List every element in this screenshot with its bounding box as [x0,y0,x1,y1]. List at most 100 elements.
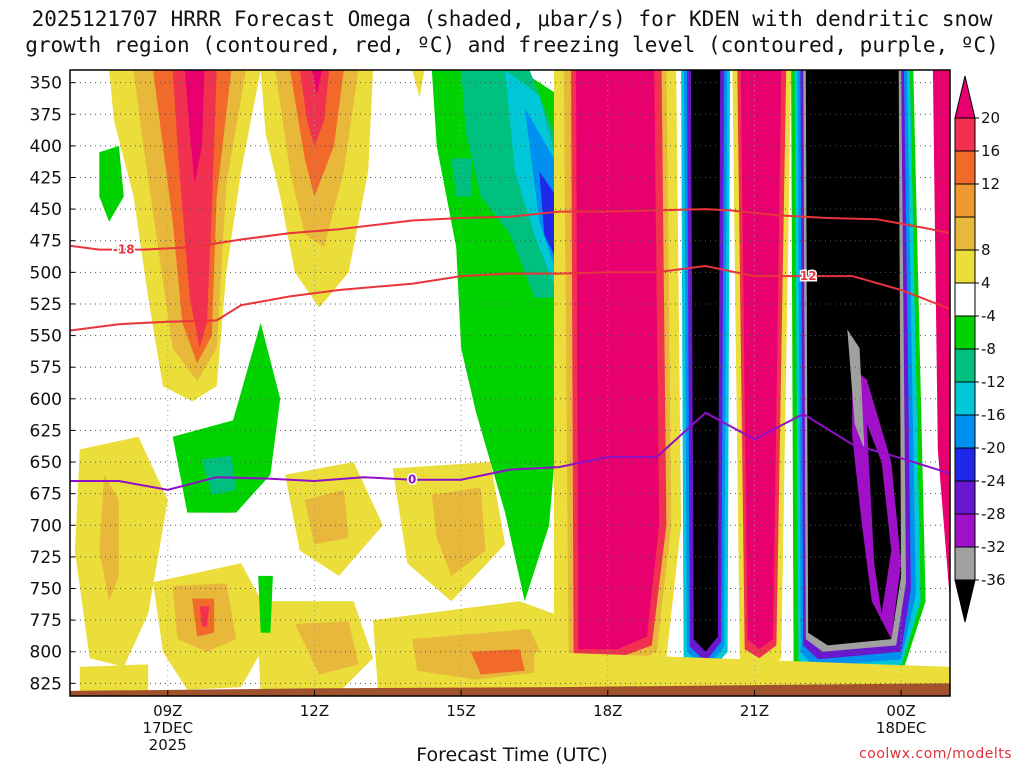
omega-region [263,424,273,462]
colorbar-segment [954,216,976,251]
contour-lines: -18 12 0 [70,208,950,491]
terrain-surface [70,683,950,696]
grid-lines [70,70,950,696]
terrain-fill [70,683,950,696]
colorbar-segment [954,249,976,284]
colorbar: 20 16 12 8 4 -4 -8 -12 -16 -20 -24 -28 -32 -36 [954,75,1006,623]
omega-region [847,329,865,450]
omega-region [299,70,330,146]
credit-link[interactable]: coolwx.com/modelts [859,746,1012,762]
y-tick-label: 475 [30,232,62,252]
x-tick-date: 18DEC [876,719,927,737]
colorbar-segment [954,513,976,548]
y-tick-label: 575 [30,358,62,378]
colorbar-label: -12 [981,373,1006,391]
y-tick-label: 525 [30,295,62,315]
y-tick-label: 450 [30,200,62,220]
y-tick-label: 350 [30,74,62,94]
x-axis-title: Forecast Time (UTC) [416,744,608,766]
y-tick-label: 825 [30,674,62,694]
contour-label-12: 12 [800,269,817,283]
y-tick-label: 425 [30,168,62,188]
colorbar-segment [954,315,976,350]
x-tick-year: 2025 [149,736,187,754]
colorbar-label: 16 [981,142,1000,160]
omega-region [184,70,205,184]
y-tick-label: 550 [30,327,62,347]
chart-title: 2025121707 HRRR Forecast Omega (shaded, … [0,6,1024,58]
colorbar-label: 20 [981,109,1000,127]
y-tick-label: 800 [30,643,62,663]
omega-region [534,651,950,693]
colorbar-label: -24 [981,472,1006,490]
omega-region [99,474,119,602]
omega-shading [74,70,950,693]
colorbar-segment [954,480,976,515]
y-tick-label: 775 [30,611,62,631]
omega-region [258,575,273,633]
colorbar-bottom-arrow [954,579,976,623]
omega-region [74,436,168,667]
colorbar-segment [954,414,976,449]
colorbar-label: -16 [981,406,1006,424]
omega-region [866,424,892,614]
omega-region [576,70,660,650]
omega-region [412,70,425,98]
colorbar-segment [954,546,976,581]
colorbar-segment [954,348,976,383]
x-tick-label: 00Z [886,702,915,720]
colorbar-segment [954,447,976,482]
contour-12 [70,264,950,332]
x-tick-label: 18Z [593,702,622,720]
y-tick-label: 625 [30,421,62,441]
colorbar-segment [954,282,976,317]
colorbar-label: -32 [981,538,1006,556]
colorbar-label: -20 [981,439,1006,457]
y-tick-label: 600 [30,390,62,410]
omega-region [470,649,525,675]
omega-region [312,70,322,96]
chart-title-line-2: growth region (contoured, red, ºC) and f… [25,33,999,57]
omega-region [690,70,721,652]
omega-region [304,489,349,545]
omega-region [79,664,149,693]
colorbar-segment [954,117,976,152]
y-tick-label: 675 [30,485,62,505]
colorbar-label: -4 [981,307,996,325]
omega-region [431,487,486,576]
colorbar-label: -28 [981,505,1006,523]
omega-region [99,145,124,222]
colorbar-segment [954,150,976,185]
x-tick-label: 09Z [153,702,182,720]
colorbar-label: 12 [981,175,1000,193]
colorbar-top-arrow [954,75,976,119]
y-tick-label: 700 [30,516,62,536]
plot-frame [69,69,951,697]
chart-title-line-1: 2025121707 HRRR Forecast Omega (shaded, … [31,7,993,31]
omega-region [202,455,237,495]
contour--18 [70,208,950,251]
contour-0 [70,411,950,491]
colorbar-label: 4 [981,274,991,292]
contour-label-0: 0 [408,473,416,487]
pressure-axis: 350 375 400 425 450 475 500 525 550 575 600 625 650 6… [30,74,75,694]
contour-label--18: -18 [113,243,135,257]
colorbar-label: -8 [981,340,996,358]
y-tick-label: 500 [30,263,62,283]
y-tick-label: 725 [30,548,62,568]
y-tick-label: 650 [30,453,62,473]
x-tick-label: 12Z [300,702,329,720]
x-tick-date: 17DEC [142,719,193,737]
omega-region [539,171,557,260]
colorbar-segment [954,183,976,218]
colorbar-segment [954,381,976,416]
omega-region [172,70,217,349]
y-tick-label: 750 [30,580,62,600]
omega-region [294,621,359,675]
x-tick-label: 21Z [740,702,769,720]
colorbar-label: -36 [981,571,1006,589]
omega-region [932,70,950,602]
colorbar-label: 8 [981,241,991,259]
